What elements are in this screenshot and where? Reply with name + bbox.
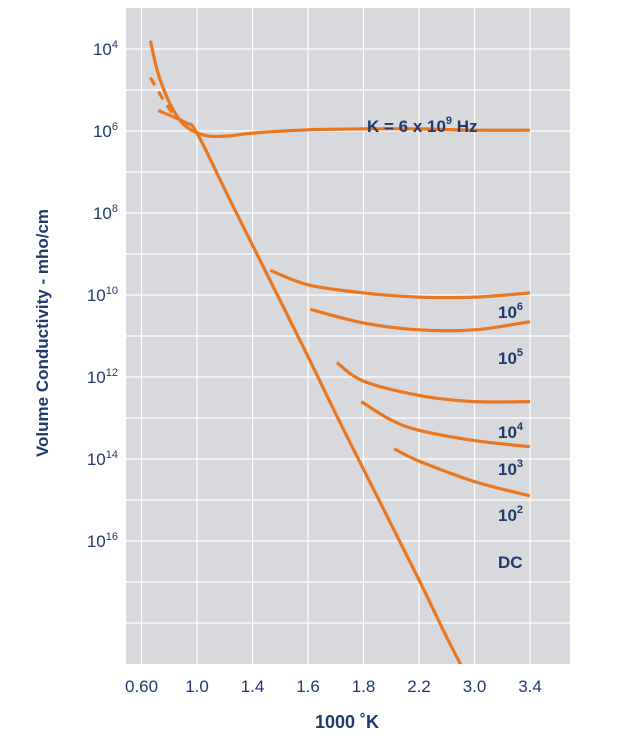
y-axis-ticks: 104 106 108 1010 1012 1014 1016 [87,39,118,551]
curve-labels: K = 6 x 109 Hz DC 106 105 104 103 102 [367,115,524,572]
curve-label-5: 103 [498,458,523,479]
series-line-1 [157,109,463,664]
x-tick-label: 2.2 [407,677,431,696]
y-tick-label: 1014 [87,449,118,469]
series-line-0 [148,40,531,139]
series-line-3 [309,307,531,333]
x-tick-label: 1.4 [241,677,265,696]
curve-label-2: 106 [498,301,523,322]
x-axis-ticks: 0.60 1.0 1.4 1.6 1.8 2.2 3.0 3.4 [125,677,542,696]
curve-label-1: DC [498,553,523,572]
curve-label-4: 104 [498,421,524,442]
y-tick-label: 106 [93,121,118,141]
x-tick-label: 1.0 [185,677,209,696]
x-tick-label: 1.8 [352,677,376,696]
x-tick-label: 1.6 [296,677,320,696]
curves [148,40,531,664]
series-line-dashed [149,76,177,118]
y-tick-label: 104 [93,39,118,59]
curve-label-3: 105 [498,347,523,368]
x-tick-label: 0.60 [125,677,158,696]
x-axis-label: 1000 ˚K [315,712,379,732]
series-line-6 [393,447,531,498]
series-line-2 [269,268,531,300]
y-axis-label: Volume Conductivity - mho/cm [33,209,52,457]
series-line-5 [360,400,531,449]
y-tick-label: 1010 [87,285,118,305]
series-line-4 [335,361,531,404]
curve-label-6: 102 [498,504,523,525]
y-tick-label: 1016 [87,531,118,551]
y-tick-label: 1012 [87,367,118,387]
x-tick-label: 3.4 [518,677,542,696]
y-tick-label: 108 [93,203,118,223]
curve-label-0: K = 6 x 109 Hz [367,115,478,136]
x-tick-label: 3.0 [463,677,487,696]
